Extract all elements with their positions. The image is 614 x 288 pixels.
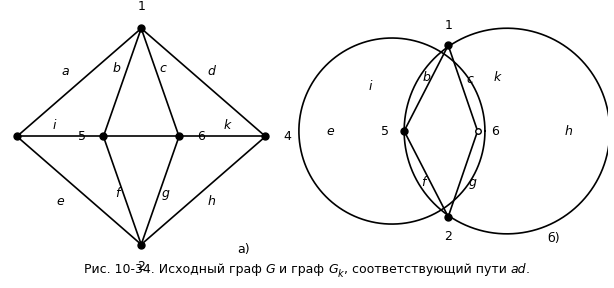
Text: 6: 6 [196, 130, 204, 143]
Text: g: g [468, 176, 476, 189]
Text: 2: 2 [445, 230, 452, 243]
Text: G: G [328, 264, 338, 276]
Text: , соответствующий пути: , соответствующий пути [344, 264, 511, 276]
Text: 5: 5 [78, 130, 86, 143]
Text: Рис. 10-34. Исходный граф: Рис. 10-34. Исходный граф [84, 264, 266, 276]
Text: f: f [115, 187, 119, 200]
Text: k: k [224, 119, 231, 132]
Text: 1: 1 [138, 0, 145, 13]
Text: k: k [338, 269, 344, 279]
Text: а): а) [238, 243, 250, 256]
Text: h: h [564, 124, 572, 138]
Text: 2: 2 [138, 259, 145, 273]
Text: k: k [494, 71, 501, 84]
Text: d: d [208, 65, 216, 78]
Text: i: i [368, 80, 371, 94]
Text: 1: 1 [445, 19, 452, 32]
Text: и граф: и граф [276, 264, 328, 276]
Text: 6: 6 [491, 124, 499, 138]
Text: G: G [266, 264, 276, 276]
Text: a: a [62, 65, 69, 78]
Text: c: c [160, 62, 166, 75]
Text: .: . [526, 264, 530, 276]
Text: б): б) [547, 232, 560, 245]
Text: b: b [422, 71, 430, 84]
Text: 5: 5 [381, 124, 389, 138]
Text: g: g [161, 187, 169, 200]
Text: h: h [208, 195, 216, 208]
Text: c: c [467, 73, 473, 86]
Text: f: f [422, 176, 426, 189]
Text: i: i [53, 119, 56, 132]
Text: 4: 4 [283, 130, 291, 143]
Text: ad: ad [511, 264, 526, 276]
Text: e: e [327, 124, 335, 138]
Text: b: b [113, 62, 121, 75]
Text: e: e [56, 195, 64, 208]
